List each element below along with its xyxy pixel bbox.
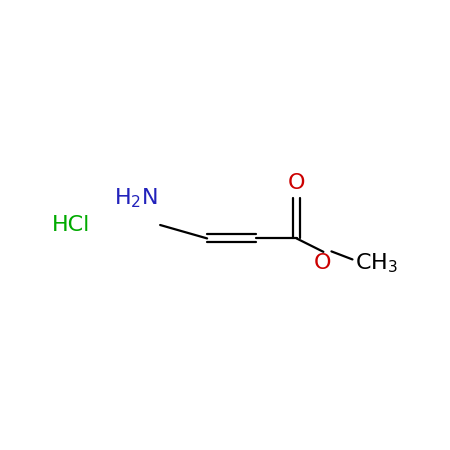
Text: CH$_3$: CH$_3$ xyxy=(355,251,398,275)
Text: O: O xyxy=(314,253,331,273)
Text: HCl: HCl xyxy=(51,215,90,235)
Text: O: O xyxy=(288,172,305,193)
Text: H$_2$N: H$_2$N xyxy=(114,186,158,210)
